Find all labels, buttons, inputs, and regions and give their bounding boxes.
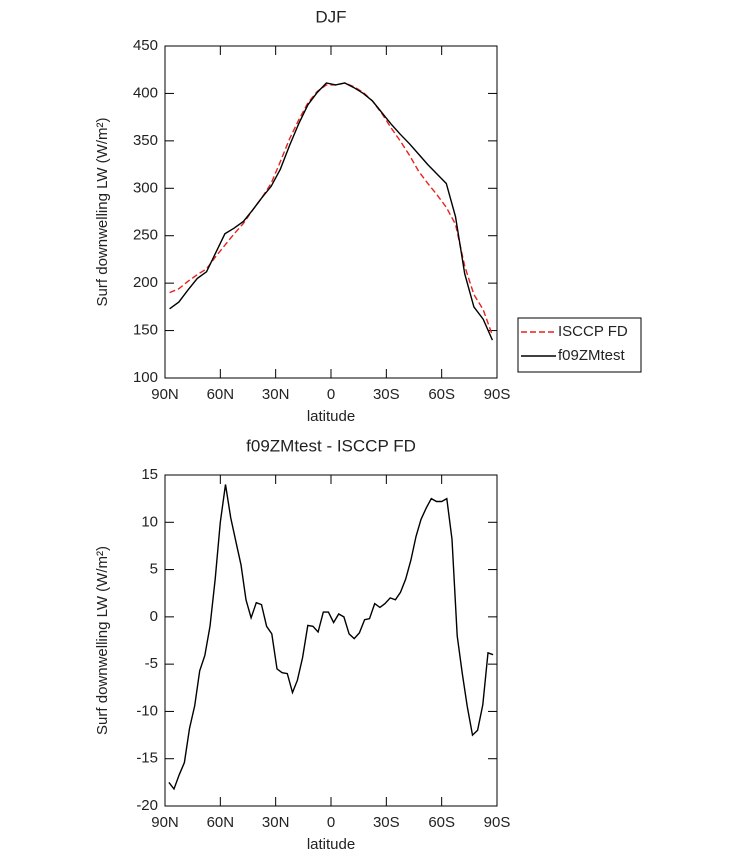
y-axis-label: Surf downwelling LW (W/m²) [94,118,111,307]
plot-frame [164,45,498,379]
y-tick-label: 150 [133,322,158,339]
y-tick-label: -10 [136,702,158,719]
y-tick-label: 15 [141,466,158,483]
legend-label: f09ZMtest [558,347,626,364]
x-tick-label: 90S [484,814,511,831]
y-axis-label: Surf downwelling LW (W/m²) [94,546,111,735]
plot-frame [164,474,498,807]
chart-title: DJF [315,7,346,26]
y-tick-label: 5 [150,561,158,578]
y-tick-label: -15 [136,750,158,767]
y-tick-label: 350 [133,132,158,149]
x-tick-label: 30S [373,386,400,403]
x-tick-label: 60N [207,814,235,831]
legend-box [517,317,642,373]
y-tick-label: 10 [141,513,158,530]
x-axis-label: latitude [307,408,355,425]
chart-title: f09ZMtest - ISCCP FD [246,436,416,455]
x-tick-label: 0 [327,386,335,403]
y-tick-label: -20 [136,797,158,814]
y-tick-label: 0 [150,608,158,625]
x-tick-label: 90N [151,814,179,831]
x-tick-label: 90S [484,386,511,403]
y-tick-label: 200 [133,274,158,291]
x-tick-label: 60S [428,386,455,403]
data-line [169,82,494,341]
x-axis-label: latitude [307,836,355,853]
x-tick-label: 30N [262,386,290,403]
y-tick-label: 450 [133,37,158,54]
x-tick-label: 30S [373,814,400,831]
x-tick-label: 0 [327,814,335,831]
y-tick-label: 100 [133,369,158,386]
x-tick-label: 60S [428,814,455,831]
y-tick-label: 250 [133,227,158,244]
x-tick-label: 60N [207,386,235,403]
y-tick-label: -5 [145,655,158,672]
y-tick-label: 400 [133,84,158,101]
y-tick-label: 300 [133,179,158,196]
data-line [169,82,494,336]
data-line [168,484,494,791]
x-tick-label: 30N [262,814,290,831]
legend-label: ISCCP FD [558,323,628,340]
x-tick-label: 90N [151,386,179,403]
